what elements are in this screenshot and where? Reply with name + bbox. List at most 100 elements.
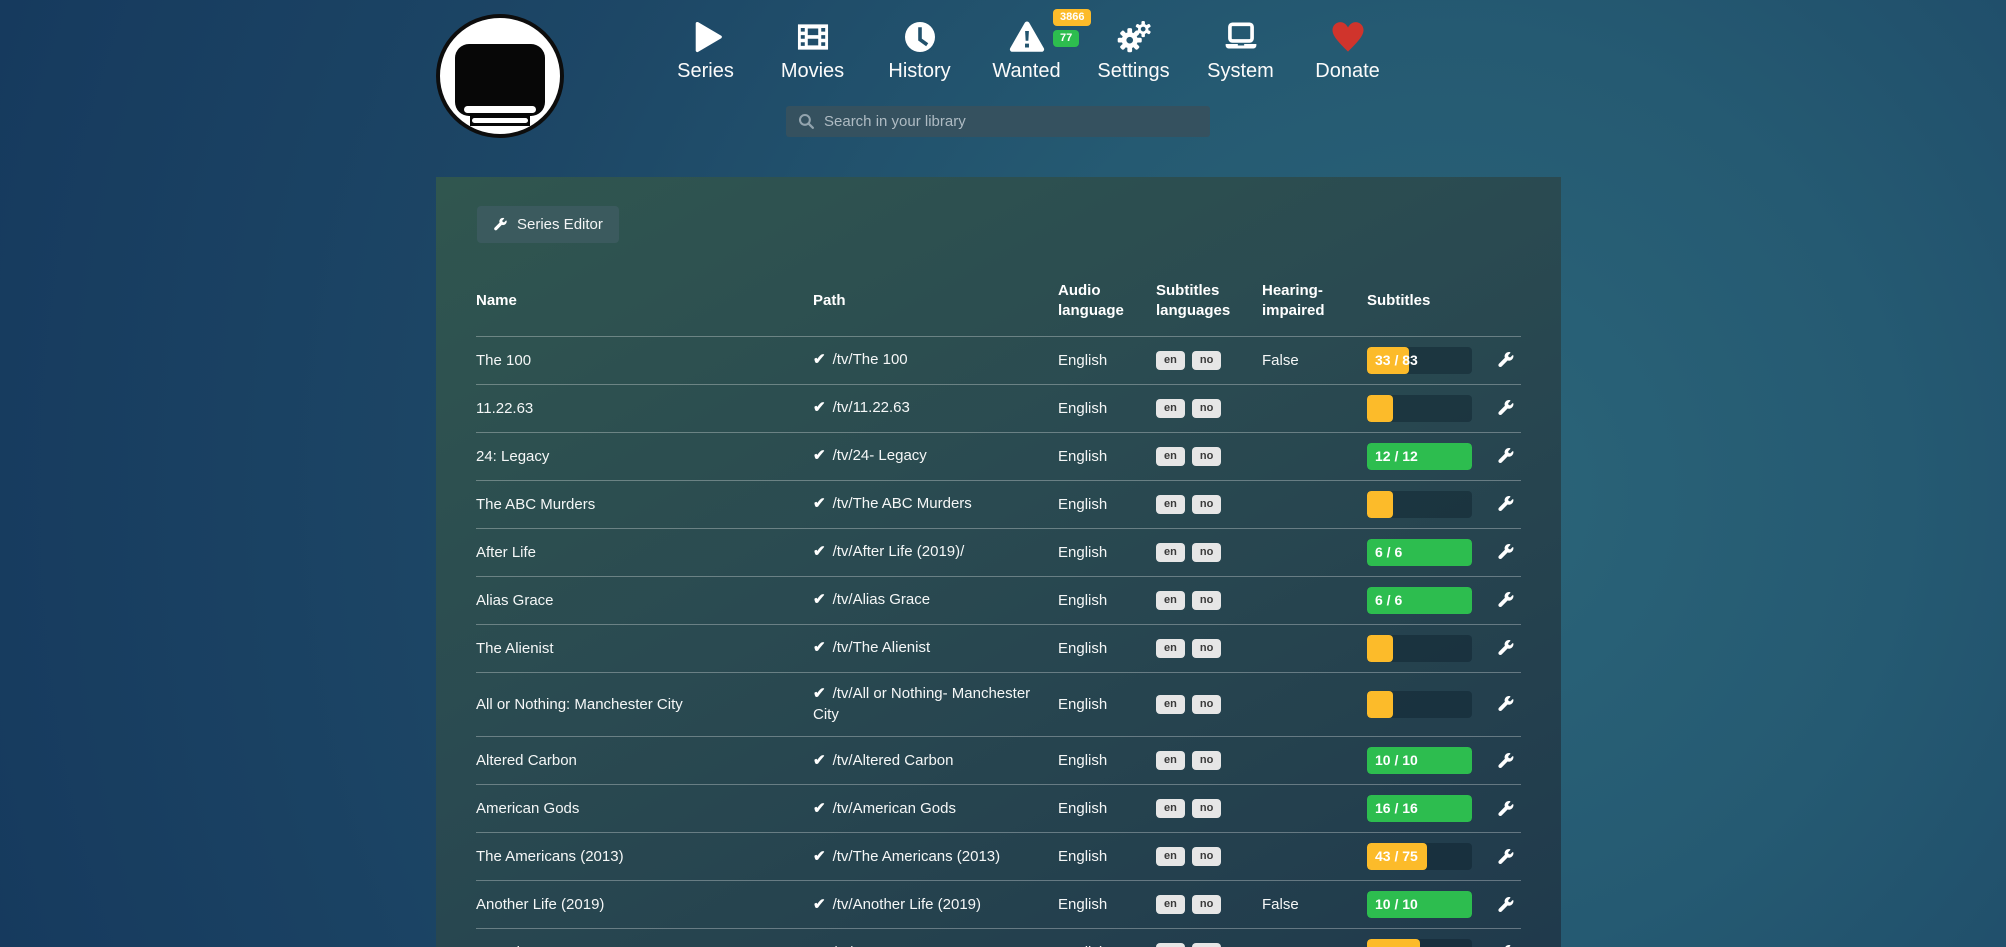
row-tools (1477, 752, 1521, 770)
table-row[interactable]: After Life ✔ /tv/After Life (2019)/ Engli… (476, 527, 1521, 576)
audio-language: English (1058, 800, 1108, 817)
play-icon (687, 16, 725, 58)
language-badge: no (1191, 542, 1222, 562)
row-tools (1477, 591, 1521, 609)
table-row[interactable]: The 100 ✔/tv/The 100 English en no False … (476, 335, 1521, 384)
table-row[interactable]: The Americans (2013) ✔ /tv/The Americans … (476, 832, 1521, 880)
audio-language: English (1058, 495, 1108, 513)
wrench-icon[interactable] (1497, 399, 1515, 417)
language-badge: no (1191, 494, 1222, 514)
header-subtitles: Subtitles (1367, 292, 1431, 310)
laptop-icon (1222, 16, 1260, 58)
row-tools (1477, 800, 1521, 818)
wrench-icon[interactable] (1497, 351, 1515, 369)
nav-item-movies[interactable]: Movies (759, 16, 866, 83)
table-row[interactable]: The Alienist ✔ /tv/The Alienist English e… (476, 623, 1521, 672)
wrench-icon[interactable] (1497, 896, 1515, 914)
wrench-icon[interactable] (1497, 848, 1515, 866)
check-icon: ✔ (813, 751, 826, 769)
series-path: ✔ /tv/Altered Carbon (813, 750, 1058, 772)
subtitles-progress-bar (1367, 490, 1472, 518)
subtitles-progress-fill (1367, 795, 1472, 822)
wrench-icon[interactable] (1497, 695, 1515, 713)
language-badge: no (1191, 694, 1222, 714)
check-icon: ✔ (813, 799, 826, 817)
series-name: A.P. Bio (476, 944, 813, 947)
language-badge: en (1156, 638, 1185, 658)
check-icon: ✔ (813, 591, 826, 609)
wrench-icon[interactable] (1497, 639, 1515, 657)
series-name: The ABC Murders (476, 495, 596, 513)
nav-label: Series (677, 60, 734, 82)
table-row[interactable]: American Gods ✔ /tv/American Gods English… (476, 784, 1521, 832)
series-path: ✔ /tv/11.22.63 (813, 397, 1058, 419)
nav-item-settings[interactable]: Settings (1080, 16, 1187, 83)
nav-item-series[interactable]: Series (652, 16, 759, 83)
check-icon: ✔ (813, 351, 826, 369)
check-icon: ✔ (813, 639, 826, 657)
language-badge: en (1156, 799, 1185, 818)
logo-subtitle-line (472, 118, 528, 123)
series-name: Altered Carbon (476, 752, 577, 769)
subtitles-progress-bar: 6 / 6 (1367, 586, 1472, 614)
wrench-icon[interactable] (1497, 591, 1515, 609)
subtitles-progress-bar: 10 / 10 (1367, 891, 1472, 918)
series-name: After Life (476, 543, 537, 561)
table-row[interactable]: Altered Carbon ✔ /tv/Altered Carbon Engli… (476, 736, 1521, 784)
nav-label: Donate (1315, 60, 1380, 82)
table-row[interactable]: 11.22.63 ✔ /tv/11.22.63 English en no (476, 383, 1521, 432)
subtitles-progress-fill (1367, 747, 1472, 774)
subtitles-progress-fill (1367, 346, 1409, 374)
language-badge: no (1191, 895, 1222, 914)
series-path: ✔ /tv/Another Life (2019) (813, 894, 1058, 916)
nav-item-history[interactable]: History (866, 16, 973, 83)
series-editor-label: Series Editor (517, 216, 603, 233)
wanted-movies-count-badge: 77 (1053, 30, 1080, 47)
series-path: ✔ /tv/24- Legacy (813, 445, 1058, 467)
row-tools (1477, 447, 1521, 465)
audio-language: English (1058, 695, 1108, 713)
wrench-icon[interactable] (1497, 752, 1515, 770)
check-icon: ✔ (813, 495, 826, 513)
table-row[interactable]: Another Life (2019) ✔ /tv/Another Life (2… (476, 880, 1521, 928)
table-row[interactable]: Alias Grace ✔ /tv/Alias Grace English en n… (476, 575, 1521, 624)
table-row[interactable]: A.P. Bio ✔ /tv/A.P. BIO English en no 13 /… (476, 928, 1521, 947)
series-path-text: /tv/The 100 (832, 351, 908, 369)
language-badge: en (1156, 494, 1185, 514)
table-row[interactable]: All or Nothing: Manchester City ✔/tv/All… (476, 671, 1521, 737)
nav-item-donate[interactable]: Donate (1294, 16, 1401, 83)
subtitles-progress-bar: 12 / 12 (1367, 442, 1472, 470)
series-name: The 100 (476, 351, 532, 369)
table-row[interactable]: 24: Legacy ✔/tv/24- Legacy English en no … (476, 431, 1521, 480)
language-badge: no (1191, 590, 1222, 610)
table-row[interactable]: The ABC Murders ✔ /tv/The ABC Murders Eng… (476, 479, 1521, 528)
search-input[interactable] (786, 106, 1210, 137)
nav-item-wanted[interactable]: 3866 77 Wanted (973, 9, 1092, 83)
language-badge: no (1191, 638, 1222, 658)
wrench-icon[interactable] (1497, 800, 1515, 818)
subtitles-progress-text: 10 / 10 (1375, 896, 1418, 912)
audio-language: English (1058, 447, 1108, 465)
subtitles-progress-cell: 12 / 12 (1367, 442, 1477, 470)
row-tools (1477, 896, 1521, 914)
check-icon: ✔ (813, 447, 826, 465)
series-editor-button[interactable]: Series Editor (477, 206, 619, 243)
subtitles-progress-text: 6 / 6 (1375, 543, 1403, 560)
wrench-icon[interactable] (1497, 944, 1515, 947)
language-badge: en (1156, 943, 1185, 947)
subtitles-progress-cell (1367, 634, 1477, 662)
wrench-icon[interactable] (1497, 543, 1515, 561)
row-tools (1477, 543, 1521, 561)
bazarr-logo[interactable] (436, 14, 564, 138)
wrench-icon[interactable] (1497, 447, 1515, 465)
series-path-text: /tv/The Alienist (832, 639, 931, 657)
nav-label: Wanted (992, 60, 1061, 82)
series-path-text: /tv/The ABC Murders (832, 495, 972, 513)
warning-triangle-icon (1008, 16, 1046, 58)
check-icon: ✔ (813, 543, 826, 561)
wrench-icon[interactable] (1497, 495, 1515, 513)
nav-item-system[interactable]: System (1187, 16, 1294, 83)
